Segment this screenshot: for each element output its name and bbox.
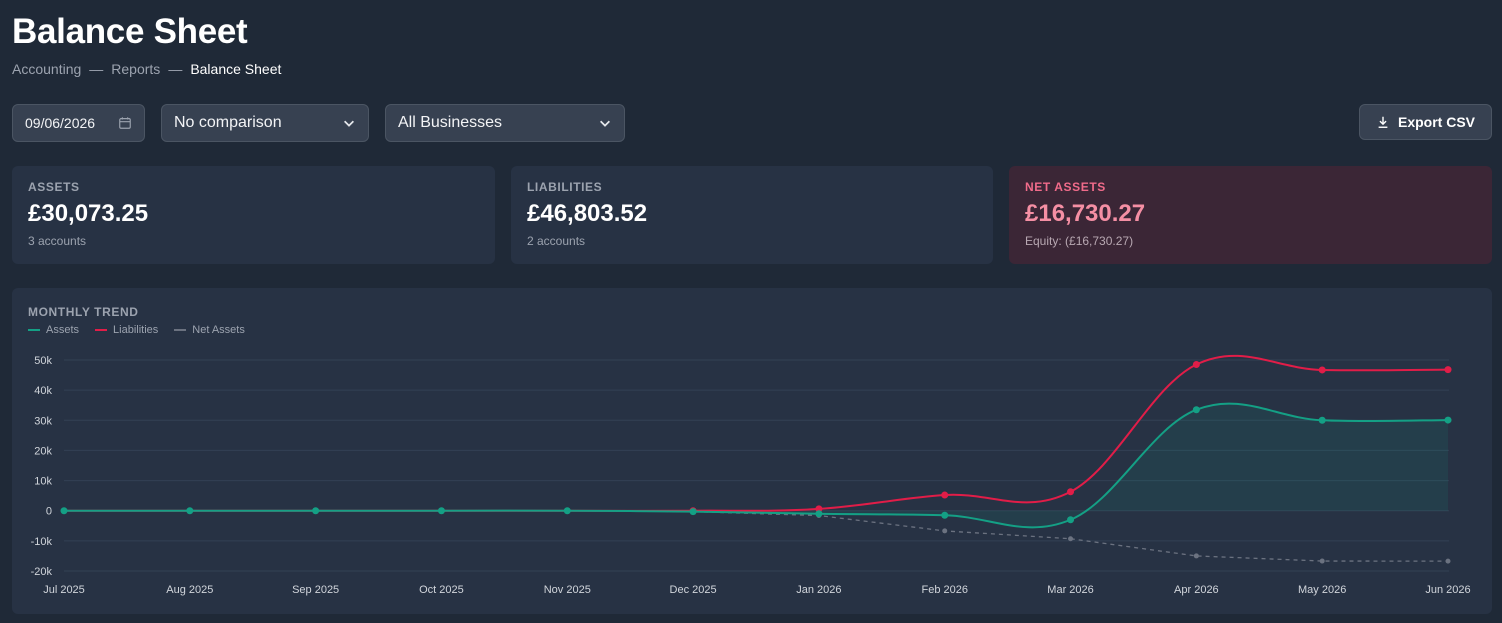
breadcrumb-separator: — xyxy=(89,61,104,77)
legend-item-assets[interactable]: Assets xyxy=(28,324,79,336)
breadcrumb-separator: — xyxy=(168,61,183,77)
liabilities-point xyxy=(1192,361,1200,369)
y-tick-label: 50k xyxy=(34,355,52,367)
net-assets-line xyxy=(64,510,1449,562)
assets-label: ASSETS xyxy=(28,180,80,194)
y-tick-label: 0 xyxy=(46,506,52,518)
liabilities-point xyxy=(1067,488,1075,496)
net-assets-point xyxy=(1319,558,1325,564)
trend-chart[interactable]: 50k 40k 30k 20k 10k 0 -10k -20k Jul 2025 Aug 2025… xyxy=(12,288,1492,614)
download-icon xyxy=(1378,116,1388,128)
y-tick-label: 30k xyxy=(34,415,52,427)
x-tick-label: Feb 2026 xyxy=(921,584,967,596)
assets-point xyxy=(1444,416,1452,424)
y-tick-label: 10k xyxy=(34,476,52,488)
x-tick-label: Dec 2025 xyxy=(670,584,717,596)
net-assets-sub: Equity: (£16,730.27) xyxy=(1025,234,1134,248)
page-title: Balance Sheet xyxy=(12,12,248,51)
liabilities-point xyxy=(1444,366,1452,374)
net-assets-label: NET ASSETS xyxy=(1025,180,1106,194)
assets-point xyxy=(815,510,823,518)
net-assets-point xyxy=(1193,553,1199,559)
business-value: All Businesses xyxy=(398,114,503,131)
liabilities-point xyxy=(815,505,823,513)
business-select[interactable]: All Businesses xyxy=(385,104,625,142)
assets-line xyxy=(64,402,1449,529)
liabilities-sub: 2 accounts xyxy=(527,234,586,248)
breadcrumb: Accounting — Reports — Balance Sheet xyxy=(12,61,281,77)
breadcrumb-accounting[interactable]: Accounting xyxy=(12,61,82,77)
x-tick-label: Aug 2025 xyxy=(166,584,213,596)
assets-sub: 3 accounts xyxy=(28,234,87,248)
x-tick-label: Jan 2026 xyxy=(796,584,841,596)
legend-swatch-liabilities xyxy=(95,329,108,331)
chart-title: MONTHLY TREND xyxy=(28,305,139,319)
chart-legend: Assets Liabilities Net Assets xyxy=(28,324,245,336)
net-assets-point xyxy=(1445,558,1451,564)
calendar-icon xyxy=(119,117,131,129)
assets-point xyxy=(1192,406,1200,414)
assets-point xyxy=(1067,516,1075,524)
net-assets-value: £16,730.27 xyxy=(1025,200,1146,227)
net-assets-point xyxy=(942,528,948,534)
legend-item-liabilities[interactable]: Liabilities xyxy=(95,324,158,336)
y-tick-label: 20k xyxy=(34,445,52,457)
x-tick-label: Mar 2026 xyxy=(1047,584,1093,596)
y-tick-label: -10k xyxy=(31,536,53,548)
x-tick-label: Jun 2026 xyxy=(1425,584,1470,596)
legend-swatch-net-assets xyxy=(174,329,187,331)
legend-item-net-assets[interactable]: Net Assets xyxy=(174,324,245,336)
assets-point xyxy=(563,507,571,515)
chevron-down-icon xyxy=(344,120,354,127)
legend-label-assets: Assets xyxy=(46,324,80,336)
y-tick-label: -20k xyxy=(31,566,53,578)
net-assets-point xyxy=(1068,536,1074,542)
x-tick-label: Oct 2025 xyxy=(419,584,464,596)
net-assets-card: NET ASSETS £16,730.27 Equity: (£16,730.2… xyxy=(1009,166,1492,264)
assets-value: £30,073.25 xyxy=(28,200,149,227)
export-csv-button[interactable]: Export CSV xyxy=(1359,104,1492,140)
assets-point xyxy=(60,507,68,515)
x-tick-label: Nov 2025 xyxy=(544,584,591,596)
export-label: Export CSV xyxy=(1397,114,1475,130)
y-tick-label: 40k xyxy=(34,385,52,397)
assets-point xyxy=(437,507,445,515)
legend-label-liabilities: Liabilities xyxy=(113,324,159,336)
comparison-value: No comparison xyxy=(174,114,282,131)
assets-point xyxy=(941,511,949,519)
assets-area xyxy=(64,403,1448,528)
chevron-down-icon xyxy=(600,120,610,127)
liabilities-point xyxy=(1318,366,1326,374)
monthly-trend-panel: MONTHLY TREND Assets Liabilities Net Ass… xyxy=(12,288,1492,614)
breadcrumb-reports[interactable]: Reports xyxy=(111,61,161,77)
liabilities-label: LIABILITIES xyxy=(527,180,603,194)
date-picker[interactable]: 09/06/2026 xyxy=(12,104,145,142)
x-tick-label: Jul 2025 xyxy=(43,584,85,596)
assets-point xyxy=(186,507,194,515)
assets-point xyxy=(312,507,320,515)
x-tick-label: Sep 2025 xyxy=(292,584,339,596)
assets-point xyxy=(1318,416,1326,424)
assets-point xyxy=(689,508,697,516)
breadcrumb-current: Balance Sheet xyxy=(190,61,282,77)
liabilities-point xyxy=(941,491,949,499)
legend-label-net-assets: Net Assets xyxy=(192,324,245,336)
comparison-select[interactable]: No comparison xyxy=(161,104,369,142)
liabilities-card: LIABILITIES £46,803.52 2 accounts xyxy=(511,166,993,264)
assets-card: ASSETS £30,073.25 3 accounts xyxy=(12,166,495,264)
date-value: 09/06/2026 xyxy=(25,115,96,131)
x-tick-label: Apr 2026 xyxy=(1174,584,1219,596)
legend-swatch-assets xyxy=(28,329,40,331)
toolbar: 09/06/2026 No comparison All Businesses … xyxy=(12,104,1492,142)
liabilities-value: £46,803.52 xyxy=(527,200,648,227)
x-tick-label: May 2026 xyxy=(1298,584,1346,596)
